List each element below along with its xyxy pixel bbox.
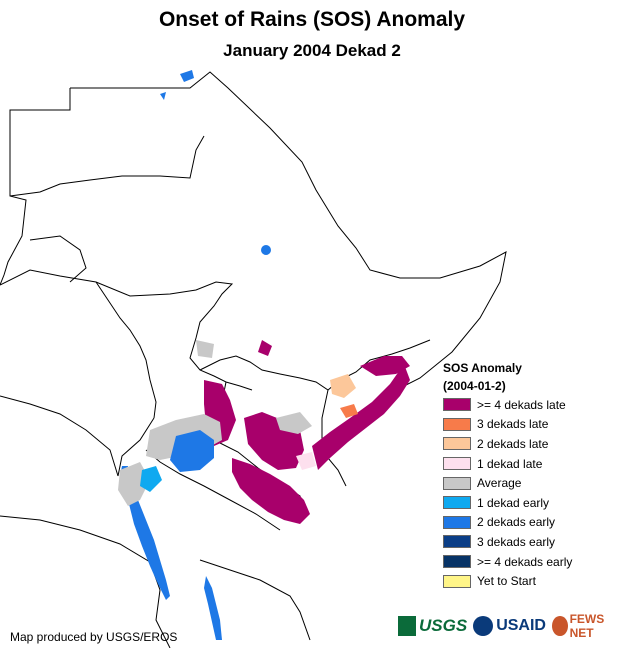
late-2-region xyxy=(330,374,356,398)
late-region-somalia-coast xyxy=(312,364,410,470)
legend-item: 1 dekad early xyxy=(443,493,572,513)
legend-swatch xyxy=(443,555,471,569)
legend-swatch xyxy=(443,457,471,471)
legend-item: >= 4 dekads early xyxy=(443,552,572,572)
fewsnet-logo-text: FEWS NET xyxy=(569,612,605,640)
legend-label: 1 dekad late xyxy=(477,456,543,471)
border-west xyxy=(0,88,71,286)
usaid-logo-text: USAID xyxy=(496,617,546,634)
border-sudan xyxy=(0,269,253,391)
legend-items: >= 4 dekads late 3 dekads late 2 dekads la… xyxy=(443,395,572,591)
border-tanzania-west xyxy=(145,449,281,531)
legend: SOS Anomaly (2004-01-2) >= 4 dekads late… xyxy=(443,359,572,591)
fewsnet-logo: FEWS NET xyxy=(551,612,618,640)
legend-swatch xyxy=(443,398,471,412)
border-congo xyxy=(0,395,119,477)
average-region-kenya xyxy=(276,412,312,434)
usgs-logo: USGS xyxy=(398,616,467,636)
water-north xyxy=(160,92,166,100)
legend-period: (2004-01-2) xyxy=(443,379,506,393)
border-mozambique xyxy=(199,559,311,641)
average-region-sudan xyxy=(196,340,214,358)
legend-item: >= 4 dekads late xyxy=(443,395,572,415)
fewsnet-seal-icon xyxy=(551,616,568,636)
lake-malawi xyxy=(204,576,222,640)
lake-nasser xyxy=(180,70,194,82)
legend-swatch xyxy=(443,417,471,431)
legend-item: 1 dekad late xyxy=(443,454,572,474)
legend-item: 2 dekads early xyxy=(443,513,572,533)
legend-swatch xyxy=(443,535,471,549)
border-car xyxy=(95,281,157,419)
late-4-dekads-regions xyxy=(204,340,410,524)
legend-label: 2 dekads early xyxy=(477,515,556,530)
usaid-seal-icon xyxy=(473,616,494,636)
legend-label: 1 dekad early xyxy=(477,495,550,510)
legend-item: 2 dekads late xyxy=(443,434,572,454)
legend-label: 3 dekads late xyxy=(477,417,549,432)
water-bodies xyxy=(120,70,271,640)
late-3-region xyxy=(340,404,358,418)
usgs-mark-icon xyxy=(398,616,416,636)
map-title: Onset of Rains (SOS) Anomaly xyxy=(158,8,466,31)
border-chad xyxy=(29,235,87,283)
legend-label: 2 dekads late xyxy=(477,436,549,451)
agency-logos: USGS USAID FEWS NET xyxy=(398,612,624,640)
legend-item: Average xyxy=(443,473,572,493)
legend-item: 3 dekads early xyxy=(443,532,572,552)
legend-label: Yet to Start xyxy=(477,574,536,589)
legend-heading: SOS Anomaly xyxy=(443,361,522,375)
lake-tana xyxy=(261,245,271,255)
legend-label: >= 4 dekads early xyxy=(477,554,573,569)
legend-item: 3 dekads late xyxy=(443,415,572,435)
border-south xyxy=(0,515,171,648)
early-1-region xyxy=(140,466,162,492)
border-sudan-ethiopia xyxy=(199,355,341,391)
early-2-region-lake-victoria xyxy=(170,430,214,472)
late-minor-regions xyxy=(296,374,358,470)
legend-item: Yet to Start xyxy=(443,571,572,591)
late-region-ethiopia xyxy=(258,340,272,356)
legend-swatch xyxy=(443,476,471,490)
legend-swatch xyxy=(443,515,471,529)
border-somalia-north xyxy=(339,339,431,381)
country-borders xyxy=(0,71,507,648)
border-drc xyxy=(117,417,155,477)
legend-label: Average xyxy=(477,476,522,491)
border-egypt-horn xyxy=(70,71,507,389)
late-region-somalia-north xyxy=(360,356,410,376)
legend-swatch xyxy=(443,574,471,588)
late-1-region xyxy=(296,452,316,470)
early-regions xyxy=(140,430,214,492)
legend-label: 3 dekads early xyxy=(477,534,556,549)
legend-label: >= 4 dekads late xyxy=(477,397,566,412)
map-credit: Map produced by USGS/EROS xyxy=(10,630,178,644)
usaid-logo: USAID xyxy=(473,616,546,636)
legend-swatch xyxy=(443,437,471,451)
map-subtitle: January 2004 Dekad 2 xyxy=(223,41,401,60)
late-region-kenya-south xyxy=(232,458,310,524)
usgs-logo-text: USGS xyxy=(419,616,468,635)
lake-tanganyika xyxy=(128,480,170,600)
legend-swatch xyxy=(443,496,471,510)
border-libya-sudan xyxy=(9,135,205,197)
